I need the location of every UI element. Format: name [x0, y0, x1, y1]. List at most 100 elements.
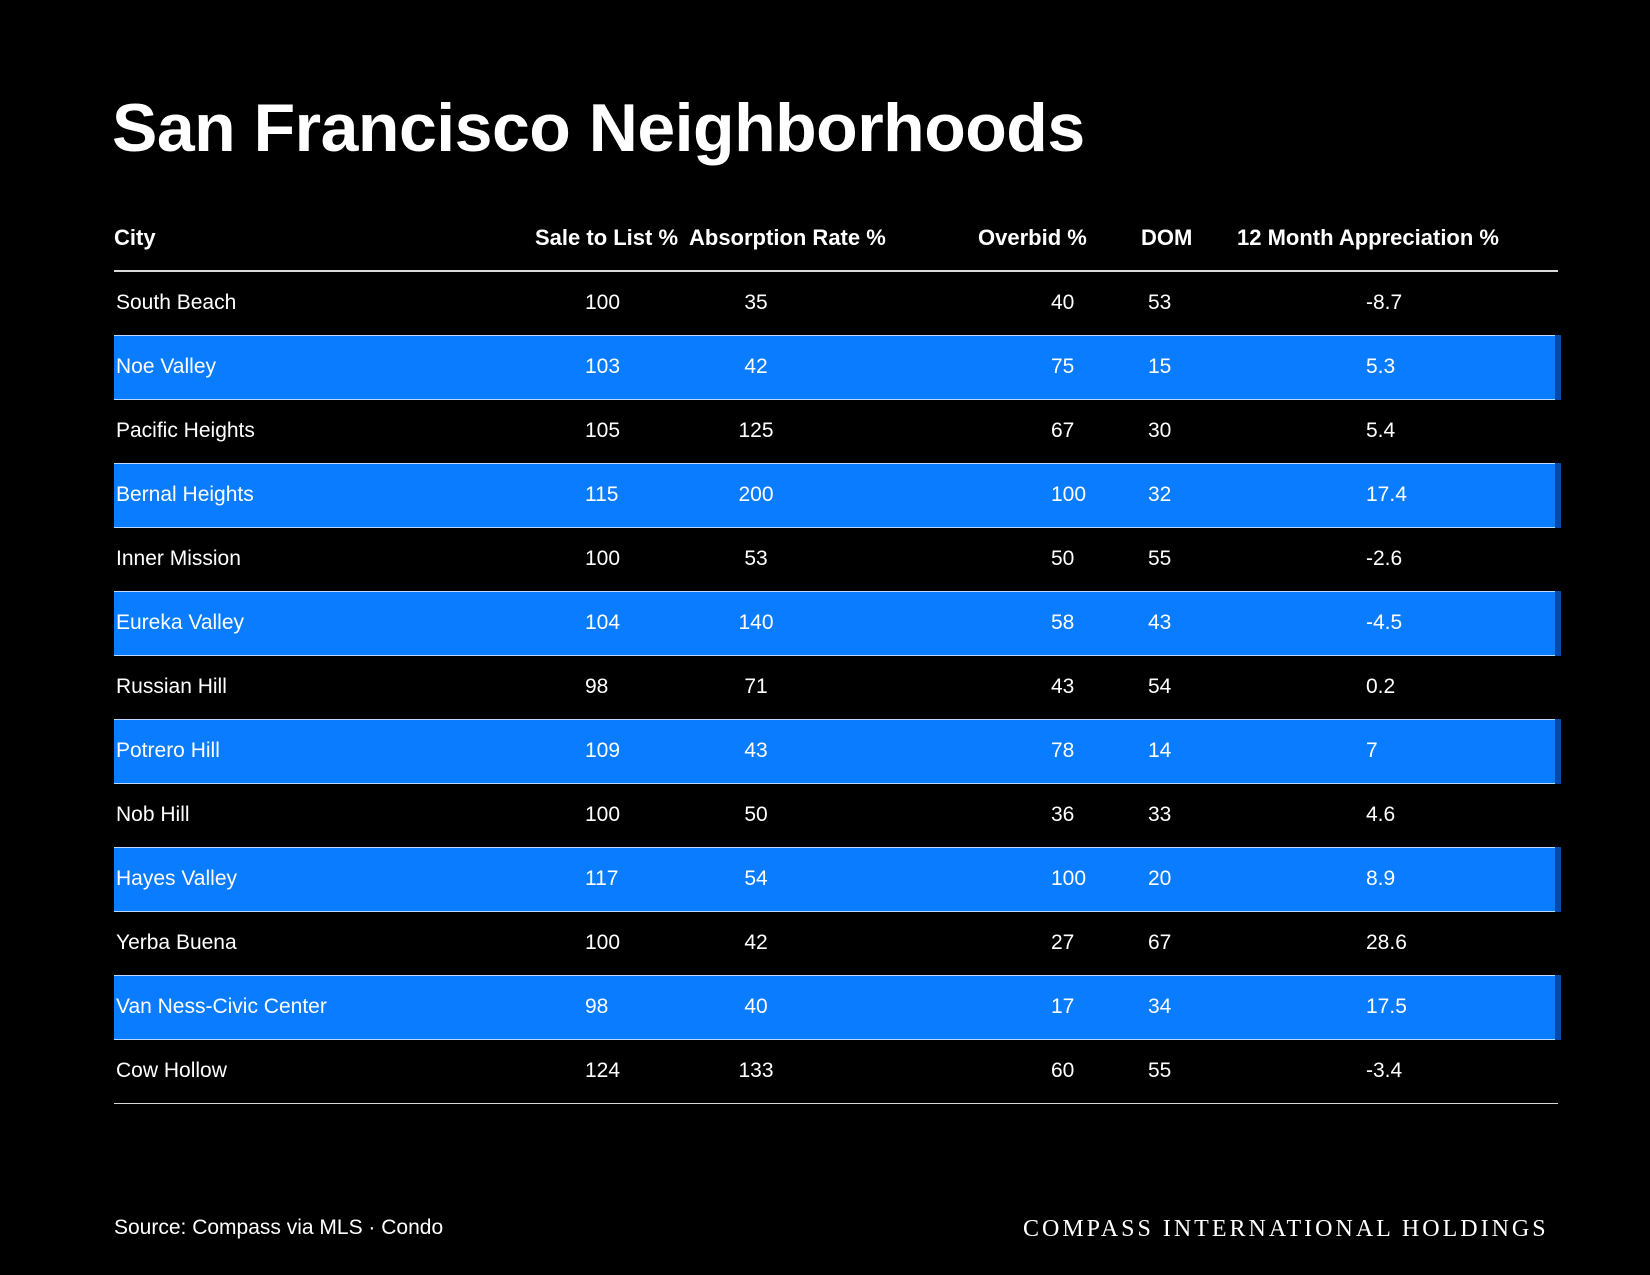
cell-overbid: 17: [858, 974, 1108, 1040]
table-header: City Sale to List % Absorption Rate % Ov…: [114, 206, 1558, 272]
cell-dom: 33: [1108, 783, 1208, 847]
cell-absorption-rate: 42: [654, 911, 858, 975]
table-body: South Beach 100 35 40 53 -8.7 Noe Valley…: [114, 271, 1561, 1104]
neighborhood-table: City Sale to List % Absorption Rate % Ov…: [114, 206, 1561, 1104]
cell-sale-to-list: 100: [360, 527, 654, 591]
cell-appreciation: 17.5: [1208, 974, 1561, 1040]
cell-appreciation: 5.3: [1208, 334, 1561, 400]
cell-dom: 55: [1108, 527, 1208, 591]
cell-absorption-rate: 71: [654, 655, 858, 719]
cell-dom: 53: [1108, 271, 1208, 335]
cell-dom: 32: [1108, 462, 1208, 528]
table-row: Bernal Heights 115 200 100 32 17.4: [114, 462, 1561, 528]
cell-absorption-rate: 125: [654, 399, 858, 463]
page-title: San Francisco Neighborhoods: [112, 90, 1085, 166]
cell-overbid: 60: [858, 1039, 1108, 1104]
table-row: Cow Hollow 124 133 60 55 -3.4: [114, 1039, 1558, 1104]
cell-city: Noe Valley: [114, 334, 360, 400]
table-row: Inner Mission 100 53 50 55 -2.6: [114, 527, 1558, 591]
cell-sale-to-list: 105: [360, 399, 654, 463]
cell-overbid: 58: [858, 590, 1108, 656]
cell-absorption-rate: 35: [654, 271, 858, 335]
cell-city: Potrero Hill: [114, 718, 360, 784]
cell-dom: 15: [1108, 334, 1208, 400]
cell-dom: 34: [1108, 974, 1208, 1040]
cell-dom: 20: [1108, 846, 1208, 912]
cell-appreciation: 4.6: [1208, 783, 1558, 847]
table-row: South Beach 100 35 40 53 -8.7: [114, 271, 1558, 335]
column-header-dom: DOM: [1108, 206, 1208, 272]
cell-overbid: 36: [858, 783, 1108, 847]
column-header-sale-to-list: Sale to List %: [360, 206, 678, 272]
cell-city: Bernal Heights: [114, 462, 360, 528]
cell-sale-to-list: 109: [360, 718, 654, 784]
cell-sale-to-list: 100: [360, 911, 654, 975]
cell-overbid: 40: [858, 271, 1108, 335]
cell-city: Cow Hollow: [114, 1039, 360, 1104]
cell-appreciation: -2.6: [1208, 527, 1558, 591]
cell-city: Inner Mission: [114, 527, 360, 591]
cell-sale-to-list: 124: [360, 1039, 654, 1104]
cell-appreciation: -4.5: [1208, 590, 1561, 656]
column-header-absorption-rate: Absorption Rate %: [654, 206, 886, 272]
cell-absorption-rate: 133: [654, 1039, 858, 1104]
cell-sale-to-list: 104: [360, 590, 654, 656]
cell-overbid: 50: [858, 527, 1108, 591]
cell-dom: 54: [1108, 655, 1208, 719]
cell-sale-to-list: 98: [360, 974, 654, 1040]
table-row: Van Ness-Civic Center 98 40 17 34 17.5: [114, 974, 1561, 1040]
header-row: City Sale to List % Absorption Rate % Ov…: [114, 206, 1558, 272]
cell-appreciation: 7: [1208, 718, 1561, 784]
cell-sale-to-list: 100: [360, 783, 654, 847]
cell-city: Hayes Valley: [114, 846, 360, 912]
cell-overbid: 100: [858, 462, 1108, 528]
cell-overbid: 67: [858, 399, 1108, 463]
brand-logo: COMPASS INTERNATIONAL HOLDINGS: [1023, 1216, 1549, 1242]
table-row: Noe Valley 103 42 75 15 5.3: [114, 334, 1561, 400]
cell-city: Yerba Buena: [114, 911, 360, 975]
cell-absorption-rate: 42: [654, 334, 858, 400]
cell-appreciation: 5.4: [1208, 399, 1558, 463]
cell-absorption-rate: 53: [654, 527, 858, 591]
cell-absorption-rate: 50: [654, 783, 858, 847]
cell-dom: 14: [1108, 718, 1208, 784]
cell-overbid: 100: [858, 846, 1108, 912]
cell-absorption-rate: 140: [654, 590, 858, 656]
cell-overbid: 43: [858, 655, 1108, 719]
cell-city: Van Ness-Civic Center: [114, 974, 360, 1040]
cell-sale-to-list: 103: [360, 334, 654, 400]
table-row: Nob Hill 100 50 36 33 4.6: [114, 783, 1558, 847]
cell-sale-to-list: 98: [360, 655, 654, 719]
cell-city: Nob Hill: [114, 783, 360, 847]
source-note: Source: Compass via MLS · Condo: [114, 1216, 444, 1239]
cell-dom: 30: [1108, 399, 1208, 463]
cell-appreciation: 8.9: [1208, 846, 1561, 912]
cell-dom: 67: [1108, 911, 1208, 975]
cell-overbid: 78: [858, 718, 1108, 784]
cell-city: South Beach: [114, 271, 360, 335]
cell-city: Eureka Valley: [114, 590, 360, 656]
cell-absorption-rate: 200: [654, 462, 858, 528]
table-row: Yerba Buena 100 42 27 67 28.6: [114, 911, 1558, 975]
table-row: Eureka Valley 104 140 58 43 -4.5: [114, 590, 1561, 656]
cell-appreciation: 0.2: [1208, 655, 1558, 719]
cell-dom: 43: [1108, 590, 1208, 656]
cell-appreciation: -8.7: [1208, 271, 1558, 335]
column-header-overbid: Overbid %: [858, 206, 1108, 272]
table-row: Potrero Hill 109 43 78 14 7: [114, 718, 1561, 784]
table-row: Pacific Heights 105 125 67 30 5.4: [114, 399, 1558, 463]
cell-sale-to-list: 115: [360, 462, 654, 528]
neighborhood-table-container: City Sale to List % Absorption Rate % Ov…: [114, 206, 1561, 1104]
cell-sale-to-list: 100: [360, 271, 654, 335]
cell-absorption-rate: 43: [654, 718, 858, 784]
cell-overbid: 27: [858, 911, 1108, 975]
column-header-city: City: [114, 206, 360, 272]
cell-appreciation: 28.6: [1208, 911, 1558, 975]
cell-dom: 55: [1108, 1039, 1208, 1104]
cell-city: Russian Hill: [114, 655, 360, 719]
cell-absorption-rate: 54: [654, 846, 858, 912]
cell-absorption-rate: 40: [654, 974, 858, 1040]
cell-appreciation: -3.4: [1208, 1039, 1558, 1104]
cell-appreciation: 17.4: [1208, 462, 1561, 528]
cell-sale-to-list: 117: [360, 846, 654, 912]
